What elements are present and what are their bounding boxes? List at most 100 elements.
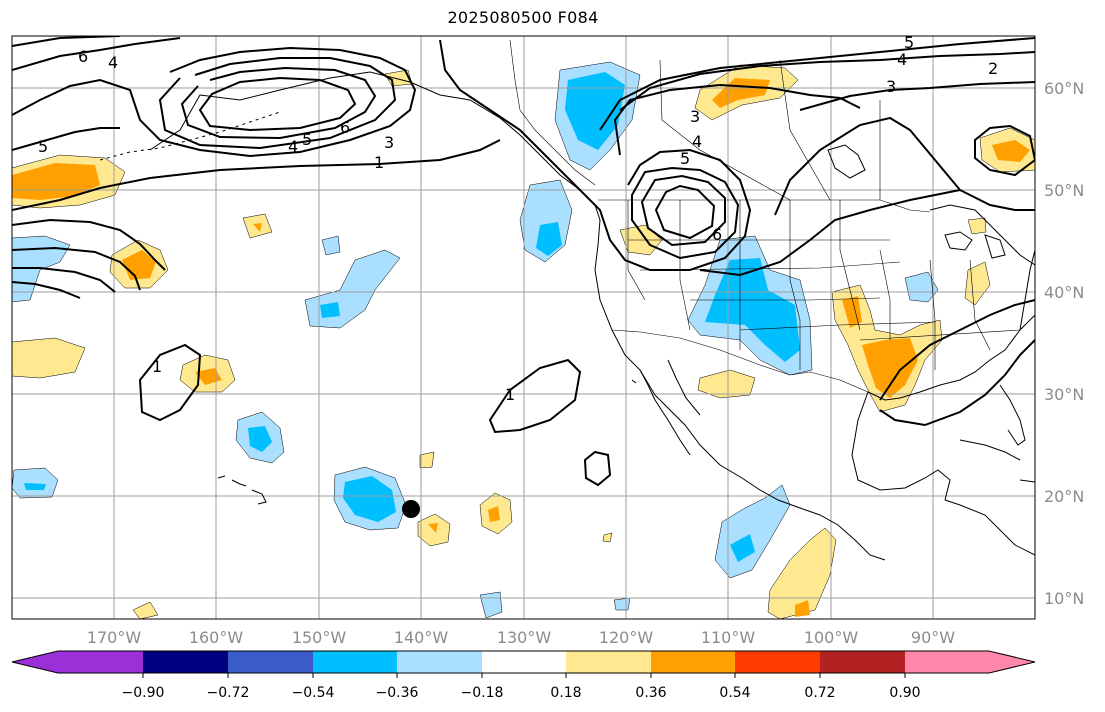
contour-layer [12,36,1035,487]
negative-anomaly-area [714,484,791,579]
contour-line [12,46,417,158]
contour-line [879,339,1035,427]
latitude-axis: 60°N 50°N 40°N 30°N 20°N 10°N [1044,79,1084,608]
negative-anomaly-core [705,258,800,362]
positive-anomaly-area [767,527,837,619]
positive-anomaly-area [12,337,86,379]
contour-line [12,37,181,71]
colorbar-segment [905,651,989,673]
colorbar-tick-label: −0.36 [376,685,419,701]
contour-line [619,51,1035,111]
contour-label: 3 [690,107,700,126]
canada-provinces [659,59,881,201]
contour-line [974,124,1035,177]
longitude-label: 170°W [87,628,142,647]
contour-line [640,174,726,247]
contour-line [699,189,961,277]
latitude-label: 50°N [1044,181,1084,200]
yucatan-central-america [944,499,1035,556]
contour-labels: 6 4 5 4 5 6 3 1 5 4 3 2 3 4 5 6 1 1 [38,36,998,404]
contour-line [12,246,141,291]
graticule [12,36,1035,619]
colorbar-tick-label: 0.18 [550,685,581,701]
longitude-label: 110°W [701,628,756,647]
contour-line [12,267,116,293]
contour-label: 5 [38,137,48,156]
positive-anomaly-core [992,140,1030,162]
positive-anomaly-core [488,506,500,522]
negative-anomaly-core [343,476,396,522]
contour-label: 2 [988,59,998,78]
positive-anomaly-area [967,217,987,235]
colorbar-tick-labels: −0.90 −0.72 −0.54 −0.36 −0.18 0.18 0.36 … [122,685,921,701]
alaska-canada-border [509,39,596,186]
contour-line [583,450,612,487]
colorbar-segment [820,651,906,673]
colorbar-tick-label: −0.18 [461,685,504,701]
positive-anomaly-core [12,163,100,200]
positive-anomaly-area [132,601,159,619]
contour-label: 3 [384,133,394,152]
latitude-label: 40°N [1044,283,1084,302]
negative-anomaly-area [12,467,59,499]
contour-line [654,184,716,240]
negative-anomaly-core [320,302,340,318]
positive-anomaly-core [195,368,222,385]
canadian-arctic [827,144,866,179]
coastlines [99,71,1035,561]
colorbar-ticks [142,673,906,678]
state-lines-east [839,200,991,370]
colorbar-segment [482,651,568,673]
contour-line [12,36,121,47]
contour-line [613,83,861,156]
longitude-label: 120°W [599,628,654,647]
negative-anomaly-area [321,235,341,256]
contour-label: 5 [302,130,312,149]
colorbar-segment [313,651,399,673]
colorbar-outline [11,650,1036,674]
colorbar-tick-label: −0.90 [122,685,165,701]
colorbar: −0.90 −0.72 −0.54 −0.36 −0.18 0.18 0.36 … [11,650,1036,701]
contour-line [12,281,81,299]
colorbar-segment [228,651,314,673]
positive-anomaly-core [253,223,262,232]
latitude-label: 60°N [1044,79,1084,98]
colorbar-segment [58,651,144,673]
hawaiian-islands [217,475,267,505]
longitude-label: 100°W [804,628,859,647]
positive-anomaly-core [842,296,862,328]
hudson-bay-region [929,204,1035,266]
longitude-axis: 170°W 160°W 150°W 140°W 130°W 120°W 110°… [87,628,955,647]
colorbar-segment [143,651,229,673]
latitude-label: 30°N [1044,385,1084,404]
positive-anomaly-core [795,600,810,617]
colorbar-segment [566,651,652,673]
longitude-label: 150°W [292,628,347,647]
negative-anomaly-core [24,483,46,490]
colorbar-tick-label: −0.72 [207,685,250,701]
contour-label: 4 [108,53,118,72]
contour-label: 4 [288,137,298,156]
baja-california [639,359,701,456]
gulf-coast [867,314,1035,401]
contour-line [599,37,1035,131]
alaska-coast [149,71,601,221]
us-canada-border [598,199,931,213]
contour-line [180,66,377,140]
contour-label: 6 [78,47,88,66]
contour-label: 3 [886,77,896,96]
us-mexico-border [611,329,869,393]
contour-label: 4 [897,50,907,69]
longitude-label: 140°W [394,628,449,647]
positive-anomaly-core [862,338,918,398]
contour-line [12,218,166,271]
contour-line [198,76,357,132]
political-boundaries [509,39,1021,393]
colorbar-tick-label: 0.72 [804,685,835,701]
florida [999,384,1026,446]
west-coast [594,219,886,561]
colorbar-extend-low [12,651,58,673]
contour-line [158,57,397,150]
longitude-label: 130°W [497,628,552,647]
contour-line [774,116,1035,216]
